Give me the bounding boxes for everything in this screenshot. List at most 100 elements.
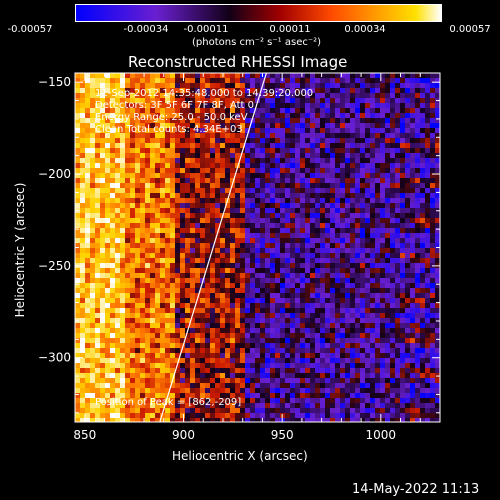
heatmap-cell xyxy=(320,408,326,414)
heatmap-cell xyxy=(285,168,291,174)
heatmap-cell xyxy=(85,318,91,324)
heatmap-cell xyxy=(195,113,201,119)
heatmap-cell xyxy=(115,218,121,224)
heatmap-cell xyxy=(410,93,416,99)
heatmap-cell xyxy=(220,248,226,254)
heatmap-cell xyxy=(115,213,121,219)
heatmap-cell xyxy=(150,213,156,219)
heatmap-cell xyxy=(225,318,231,324)
heatmap-cell xyxy=(175,108,181,114)
heatmap-cell xyxy=(330,113,336,119)
heatmap-cell xyxy=(245,358,251,364)
heatmap-cell xyxy=(365,118,371,124)
heatmap-cell xyxy=(115,353,121,359)
heatmap-cell xyxy=(210,158,216,164)
heatmap-cell xyxy=(110,368,116,374)
heatmap-cell xyxy=(390,178,396,184)
heatmap-cell xyxy=(235,213,241,219)
heatmap-cell xyxy=(335,93,341,99)
heatmap-cell xyxy=(80,403,86,409)
heatmap-cell xyxy=(335,188,341,194)
heatmap-cell xyxy=(75,358,81,364)
heatmap-cell xyxy=(130,273,136,279)
heatmap-cell xyxy=(185,108,191,114)
heatmap-cell xyxy=(240,388,246,394)
heatmap-cell xyxy=(285,133,291,139)
heatmap-cell xyxy=(425,318,431,324)
heatmap-cell xyxy=(250,388,256,394)
heatmap-cell xyxy=(410,158,416,164)
heatmap-cell xyxy=(310,413,316,419)
heatmap-cell xyxy=(195,418,201,422)
heatmap-cell xyxy=(355,393,361,399)
heatmap-cell xyxy=(385,133,391,139)
heatmap-cell xyxy=(270,298,276,304)
heatmap-cell xyxy=(195,123,201,129)
heatmap-cell xyxy=(380,183,386,189)
heatmap-cell xyxy=(300,378,306,384)
heatmap-cell xyxy=(110,313,116,319)
heatmap-cell xyxy=(390,208,396,214)
heatmap-cell xyxy=(260,293,266,299)
heatmap-cell xyxy=(290,133,296,139)
heatmap-cell xyxy=(195,328,201,334)
heatmap-cell xyxy=(300,288,306,294)
heatmap-cell xyxy=(180,353,186,359)
heatmap-cell xyxy=(400,193,406,199)
heatmap-cell xyxy=(175,273,181,279)
heatmap-cell xyxy=(215,308,221,314)
heatmap-cell xyxy=(165,263,171,269)
heatmap-cell xyxy=(325,318,331,324)
heatmap-cell xyxy=(125,158,131,164)
heatmap-cell xyxy=(110,98,116,104)
heatmap-cell xyxy=(255,213,261,219)
heatmap-cell xyxy=(105,398,111,404)
heatmap-cell xyxy=(300,278,306,284)
heatmap-cell xyxy=(395,308,401,314)
heatmap-cell xyxy=(155,263,161,269)
heatmap-cell xyxy=(390,163,396,169)
heatmap-cell xyxy=(265,153,271,159)
heatmap-cell xyxy=(300,228,306,234)
heatmap-cell xyxy=(200,88,206,94)
heatmap-cell xyxy=(400,138,406,144)
heatmap-cell xyxy=(380,153,386,159)
heatmap-cell xyxy=(335,163,341,169)
heatmap-cell xyxy=(85,293,91,299)
colorbar-tick-0: -0.00057 xyxy=(7,24,53,35)
heatmap-cell xyxy=(95,298,101,304)
heatmap-cell xyxy=(325,308,331,314)
heatmap-cell xyxy=(250,243,256,249)
heatmap-cell xyxy=(345,148,351,154)
heatmap-cell xyxy=(315,228,321,234)
colorbar-tick-1: -0.00034 xyxy=(123,24,169,35)
heatmap-cell xyxy=(80,418,86,422)
heatmap-cell xyxy=(220,88,226,94)
heatmap-cell xyxy=(265,363,271,369)
heatmap-cell xyxy=(125,83,131,89)
heatmap-cell xyxy=(215,248,221,254)
heatmap-cell xyxy=(110,183,116,189)
heatmap-cell xyxy=(340,83,346,89)
heatmap-cell xyxy=(365,243,371,249)
heatmap-cell xyxy=(130,203,136,209)
heatmap-cell xyxy=(410,238,416,244)
heatmap-cell xyxy=(155,383,161,389)
heatmap-cell xyxy=(85,128,91,134)
heatmap-cell xyxy=(225,373,231,379)
heatmap-cell xyxy=(415,318,421,324)
heatmap-cell xyxy=(80,333,86,339)
heatmap-cell xyxy=(330,163,336,169)
heatmap-cell xyxy=(300,263,306,269)
heatmap-cell xyxy=(255,363,261,369)
heatmap-cell xyxy=(350,158,356,164)
heatmap-cell xyxy=(125,413,131,419)
heatmap-cell xyxy=(395,158,401,164)
heatmap-cell xyxy=(250,383,256,389)
heatmap-cell xyxy=(75,193,81,199)
heatmap-cell xyxy=(240,368,246,374)
heatmap-cell xyxy=(225,418,231,422)
heatmap-cell xyxy=(310,218,316,224)
heatmap-cell xyxy=(80,83,86,89)
heatmap-cell xyxy=(360,88,366,94)
